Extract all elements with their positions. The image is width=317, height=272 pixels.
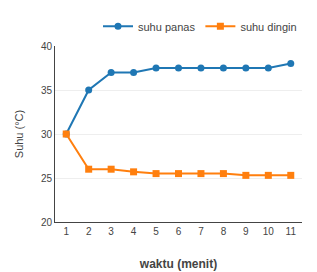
svg-text:1: 1 xyxy=(63,226,69,237)
svg-text:7: 7 xyxy=(198,226,204,237)
svg-text:10: 10 xyxy=(263,226,275,237)
svg-text:35: 35 xyxy=(41,85,53,96)
svg-text:suhu panas: suhu panas xyxy=(138,21,195,33)
svg-text:11: 11 xyxy=(286,226,297,237)
svg-text:6: 6 xyxy=(176,226,182,237)
svg-text:40: 40 xyxy=(41,41,53,52)
svg-text:20: 20 xyxy=(41,217,53,228)
svg-text:8: 8 xyxy=(221,226,227,237)
svg-text:4: 4 xyxy=(131,226,137,237)
svg-text:Suhu (°C): Suhu (°C) xyxy=(13,110,25,158)
svg-text:2: 2 xyxy=(86,226,92,237)
svg-text:waktu (menit): waktu (menit) xyxy=(139,257,217,271)
svg-text:9: 9 xyxy=(243,226,249,237)
svg-text:suhu dingin: suhu dingin xyxy=(240,21,296,33)
svg-text:30: 30 xyxy=(41,129,53,140)
svg-text:25: 25 xyxy=(41,173,53,184)
svg-text:5: 5 xyxy=(153,226,159,237)
svg-text:3: 3 xyxy=(108,226,114,237)
